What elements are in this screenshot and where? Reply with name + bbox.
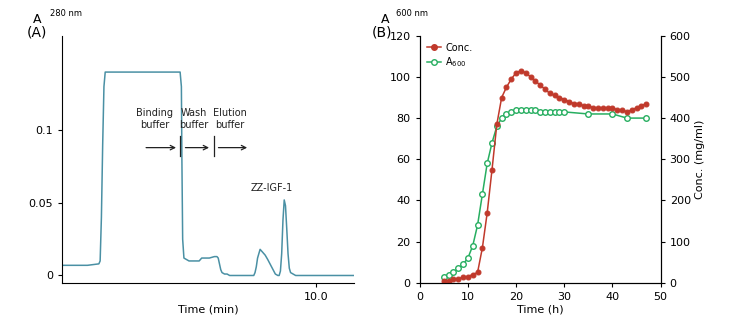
Legend: Conc., A$_{600}$: Conc., A$_{600}$ bbox=[425, 41, 474, 71]
Text: Elution
buffer: Elution buffer bbox=[212, 108, 247, 130]
Text: Binding
buffer: Binding buffer bbox=[137, 108, 173, 130]
Text: 280 nm: 280 nm bbox=[50, 9, 82, 19]
Text: (B): (B) bbox=[372, 26, 392, 40]
Y-axis label: Conc. (mg/ml): Conc. (mg/ml) bbox=[695, 120, 705, 199]
Text: Wash
buffer: Wash buffer bbox=[180, 108, 209, 130]
Text: ZZ-IGF-1: ZZ-IGF-1 bbox=[250, 183, 293, 193]
Text: A: A bbox=[381, 13, 390, 26]
X-axis label: Time (h): Time (h) bbox=[517, 305, 564, 315]
Text: (A): (A) bbox=[27, 26, 47, 40]
X-axis label: Time (min): Time (min) bbox=[177, 305, 239, 315]
Text: 600 nm: 600 nm bbox=[396, 9, 428, 19]
Text: A: A bbox=[33, 13, 42, 26]
